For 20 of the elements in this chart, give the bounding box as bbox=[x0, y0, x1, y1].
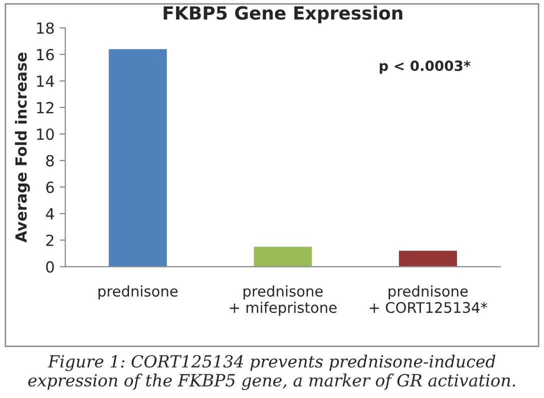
y-tick-label: 10 bbox=[37, 128, 54, 140]
y-tick-label: 18 bbox=[37, 22, 54, 34]
y-tick-label: 16 bbox=[37, 48, 54, 60]
x-tick-label: prednisone + mifepristone bbox=[230, 285, 337, 316]
y-tick-label: 14 bbox=[37, 76, 54, 87]
bar bbox=[398, 250, 457, 267]
y-tick-label: 6 bbox=[46, 182, 54, 194]
y-tick-label: 4 bbox=[46, 208, 54, 220]
x-tick-label: prednisone + CORT125134* bbox=[370, 285, 488, 314]
caption: Figure 1: CORT125134 prevents prednisone-induced expression of the FKBP5 gene, a marker of GR activation. bbox=[28, 354, 515, 390]
x-tick-label: prednisone bbox=[98, 285, 178, 300]
y-tick-label: 8 bbox=[46, 154, 54, 167]
y-tick-label: 2 bbox=[46, 234, 54, 246]
bar bbox=[108, 49, 167, 267]
y-tick-label: 12 bbox=[37, 102, 54, 114]
y-axis-title: Average Fold increase bbox=[14, 52, 30, 243]
bar bbox=[254, 246, 312, 267]
chart-title: FKBP5 Gene Expression bbox=[164, 6, 402, 24]
annotation: p < 0.0003* bbox=[380, 60, 470, 74]
y-tick-label: 0 bbox=[46, 261, 54, 273]
